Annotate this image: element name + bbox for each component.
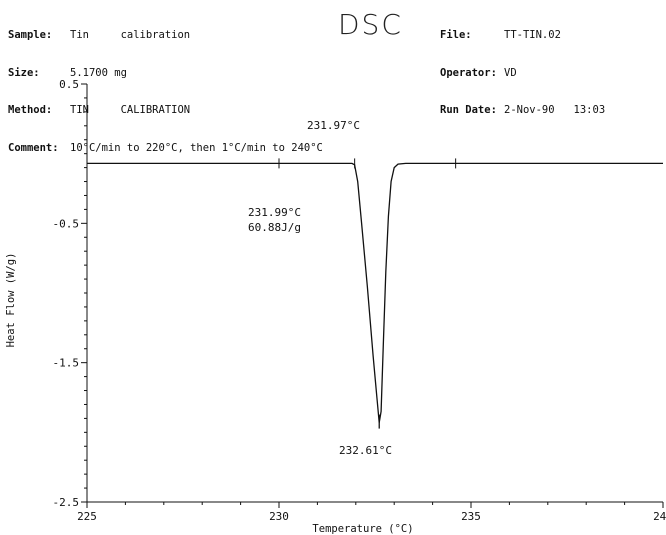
annotation-peak: 232.61°C bbox=[339, 444, 392, 457]
y-tick-label: -0.5 bbox=[53, 217, 80, 230]
run-date-value: 2-Nov-90 13:03 bbox=[504, 104, 606, 116]
method-label: Method: bbox=[8, 104, 53, 116]
sample-value: Tin calibration bbox=[70, 29, 191, 41]
x-tick-label: 230 bbox=[269, 510, 289, 523]
file-label: File: bbox=[440, 29, 472, 41]
file-value: TT-TIN.02 bbox=[504, 29, 561, 41]
run-date-label: Run Date: bbox=[440, 104, 497, 116]
comment-label: Comment: bbox=[8, 141, 59, 154]
y-tick-label: -1.5 bbox=[53, 357, 80, 370]
chart-title: DSC bbox=[338, 8, 403, 41]
x-tick-label: 240 bbox=[653, 510, 666, 523]
method-value: TIN CALIBRATION bbox=[70, 104, 191, 116]
annotation-onset-top: 231.97°C bbox=[307, 119, 360, 132]
peak-markers bbox=[278, 158, 457, 429]
y-axis-label: Heat Flow (W/g) bbox=[5, 253, 17, 348]
x-axis-label: Temperature (°C) bbox=[312, 523, 413, 535]
sample-label: Sample: bbox=[8, 29, 53, 41]
operator-value: VD bbox=[504, 66, 517, 79]
annotation-enthalpy: 60.88J/g bbox=[248, 221, 301, 234]
axes bbox=[86, 84, 663, 503]
sample-info: Sample: Tin calibration Size: 5.1700 mg Me… bbox=[8, 4, 323, 167]
x-tick-label: 235 bbox=[461, 510, 481, 523]
operator-label: Operator: bbox=[440, 66, 497, 79]
size-value: 5.1700 mg bbox=[70, 66, 127, 79]
y-tick-label: 0.5 bbox=[59, 78, 79, 91]
x-tick-label: 225 bbox=[77, 510, 97, 523]
run-info: File: TT-TIN.02 Operator: VD Run Date: 2-No… bbox=[440, 4, 605, 129]
annotation-onset: 231.99°C bbox=[248, 206, 301, 219]
size-label: Size: bbox=[8, 66, 40, 79]
comment-value: 10°C/min to 220°C, then 1°C/min to 240°C bbox=[70, 141, 323, 154]
heat-flow-line bbox=[87, 162, 663, 423]
tick-labels: 225 230 235 240 0.5 -0.5 -1.5 -2.5 bbox=[53, 78, 666, 523]
tick-marks bbox=[81, 83, 664, 508]
y-tick-label: -2.5 bbox=[53, 496, 80, 509]
